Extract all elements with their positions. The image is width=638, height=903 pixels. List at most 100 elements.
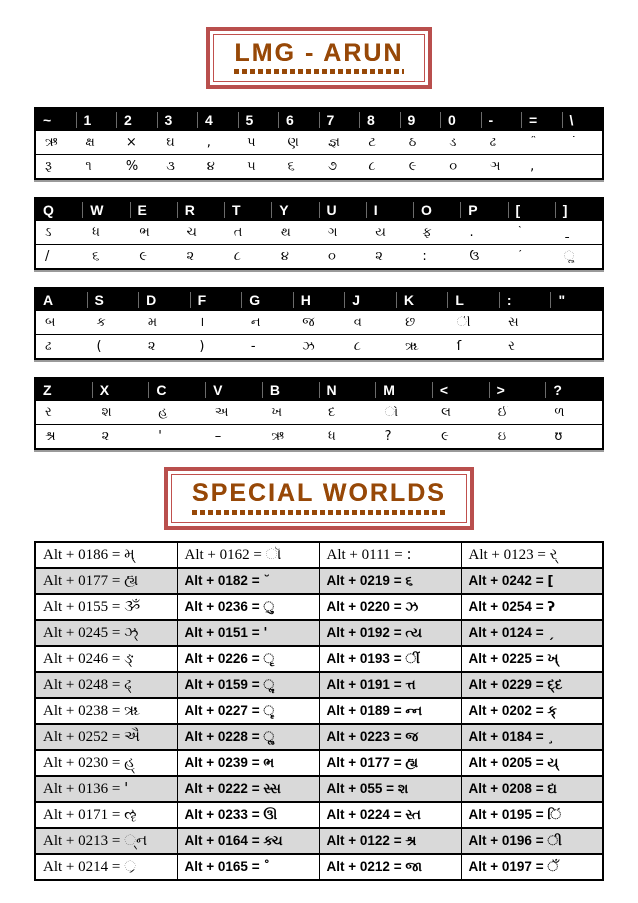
equals-sign-char: = [111,677,121,693]
equals-sign: = [390,599,405,614]
glyph-cell: ſ [456,340,462,354]
equals-sign: = [390,807,405,822]
alt-code-cell: Alt + 0252 = ઐ [34,722,178,750]
alt-code-cell: Alt + 0192 = ત્ય [318,618,462,646]
result-glyph: ક્ચ [263,832,283,849]
alt-code: Alt + 0229 [468,676,532,692]
equals-sign-char: = [393,754,402,770]
glyph-cell: ઞ [489,160,501,174]
alt-code: Alt + 0226 [184,650,248,666]
result-glyph: હ્ય [405,754,419,771]
result-glyph: જ [405,728,419,745]
equals-sign-char: = [251,572,260,588]
result-glyph: ˚ [263,858,271,875]
glyph-cell: શ્ર [45,430,56,444]
equals-sign-char: = [251,858,260,874]
alt-code-cell: Alt + 0225 = ખ્ [460,644,604,672]
glyph-cell: હ [158,406,168,420]
equals-sign-char: = [393,650,402,666]
equals-sign-char: = [535,780,544,796]
alt-code-cell: Alt + 0238 = ૠ [34,696,178,724]
key-label: " [550,292,602,309]
alt-code: Alt + 0212 [326,858,390,874]
key-label: V [205,382,262,399]
equals-sign-char: = [393,728,402,744]
result-glyph: ૉ [265,545,282,563]
equals-sign-char: = [111,755,121,771]
keyboard-section-3: A S D F G H J K L: " બ ક મ । ન જ વ છી સ ઢ (૨) - ઝ ૮ ૠ ſ ર [34,287,604,361]
key-label: J [344,292,396,309]
alt-code: Alt + 0220 [326,598,390,614]
equals-sign: = [390,677,405,692]
alt-code-cell: Alt + 0214 = ્ર [34,852,178,880]
alt-code-cell: Alt + 0165 = ˚ [176,852,320,880]
font-name-title-box: LMG - ARUN [206,27,432,90]
alt-code: Alt + 0230 [43,755,109,771]
glyph-cell: ો [384,406,399,420]
equals-sign: = [532,625,547,640]
glyph-cell: ઝ [302,340,315,354]
key-label: ] [554,202,602,219]
alt-code-row: Alt + 0246 = ઙ્ Alt + 0226 = ૃ Alt + 0193 … [34,644,604,672]
alt-code: Alt + 0245 [43,625,109,641]
glyph-cell: ઈ [497,406,508,420]
glyph-cell: ી [456,316,471,330]
glyph-cell: ૮ [368,160,376,174]
equals-sign-char: = [535,858,544,874]
glyph-cell: ૯ [441,430,449,444]
glyph-cell: ળ [554,406,565,420]
equals-sign-char: = [393,598,402,614]
equals-sign-char: = [111,859,121,875]
alt-code: Alt + 0177 [326,754,390,770]
equals-sign: = [108,807,124,823]
key-header-row: Q W E R T Y U I O P[] [36,199,602,222]
normal-glyph-row: શ્ર ૨ ' – ઋ ધ? ૯ ઇ ʊ [36,425,602,449]
alt-code: Alt + 0195 [468,806,532,822]
alt-code-cell: Alt + 0236 = ુ [176,592,320,620]
equals-sign: = [248,729,263,744]
equals-sign-char: = [111,833,121,849]
glyph-cell: ઘ [166,136,175,150]
key-label: B [261,382,319,399]
equals-sign-char: = [537,547,546,563]
result-glyph: ૐ [124,597,141,615]
equals-sign: = [108,755,124,771]
glyph-cell: , [530,160,535,174]
alt-code: Alt + 0248 [43,677,109,693]
glyph-cell: ૯ [408,160,417,174]
key-label: 3 [156,112,198,129]
shift-glyph-row: ઽ ધ ભ ચ ત થ ગ ય ફ. ˋ ˍ [36,221,602,246]
glyph-cell: ૢ [563,250,575,264]
alt-code: Alt + 0184 [468,728,532,744]
key-label: Z [43,382,52,399]
result-glyph: ્ન [124,831,148,849]
result-glyph: ઐ [124,727,140,745]
alt-code: Alt + 0171 [43,807,109,823]
alt-code-cell: Alt + 0162 = ૉ [176,540,320,568]
equals-sign: = [108,833,124,849]
alt-code-row: Alt + 0213 = ્ન Alt + 0164 = ક્ચ Alt + 012… [34,826,604,854]
alt-code: Alt + 0182 [184,572,248,588]
result-glyph: ી [547,832,562,849]
equals-sign: = [108,729,124,745]
glyph-cell: રૂ [45,160,52,174]
equals-sign: = [390,729,405,744]
glyph-cell: ૮ [353,340,361,354]
alt-code-cell: Alt + 0245 = ઝ્ [34,618,178,646]
normal-glyph-row: રૂ ૧% ૩ ૪ ૫ ૬ ૭ ૮ ૯ ૦ ઞ, [36,155,602,179]
key-label: > [488,382,546,399]
glyph-cell: ર [45,406,52,420]
result-glyph: દ્દ [547,676,563,693]
key-label: S [86,292,139,309]
result-glyph: ભ [263,754,275,771]
title-dash-underline [192,509,446,515]
alt-code: Alt + 0254 [468,598,532,614]
shift-glyph-row: ઋ ક્ષ × ઘ, પ ણ જ્ઞ ટ ઠ ડ ઢ ˆ ˙ [36,131,602,156]
alt-code: Alt + 0222 [184,780,248,796]
key-label: 2 [116,112,157,129]
glyph-cell: . [469,226,474,240]
normal-glyph-row: / ૬ ૯ ૨ ૮ ૪ ૦ ૨: ઉ ˊૢ [36,245,602,269]
alt-code-cell: Alt + 0226 = ૃ [176,644,320,672]
glyph-cell: ય [375,226,386,240]
alt-code-cell: Alt + 0193 = ીં [318,644,462,672]
